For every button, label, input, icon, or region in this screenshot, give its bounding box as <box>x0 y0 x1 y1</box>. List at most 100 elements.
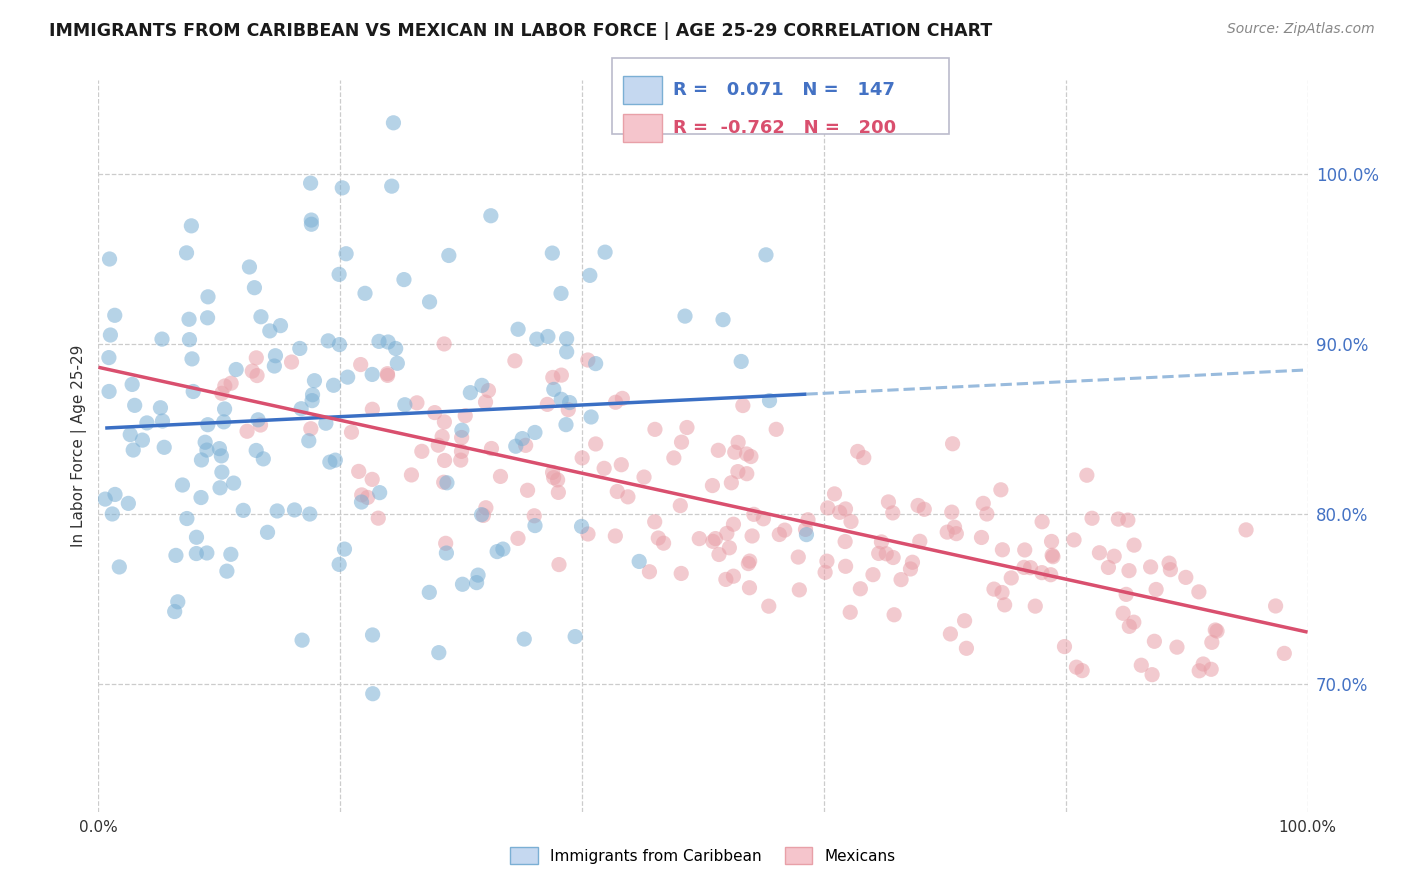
Point <box>943 520 966 534</box>
Point <box>702 534 724 549</box>
Point <box>361 402 384 417</box>
Point <box>647 531 669 545</box>
Point <box>94 492 117 507</box>
Point <box>817 500 839 515</box>
Point <box>430 429 453 443</box>
Point <box>288 342 311 356</box>
Point <box>301 393 323 408</box>
Point <box>976 507 998 521</box>
Point <box>181 351 204 366</box>
Point <box>256 525 278 540</box>
Point <box>186 547 208 561</box>
Point <box>513 632 536 646</box>
Point <box>606 484 628 499</box>
Point <box>738 581 761 595</box>
Point <box>550 392 572 407</box>
Point <box>100 328 122 343</box>
Point <box>269 318 291 333</box>
Point <box>149 401 172 415</box>
Point <box>758 599 780 614</box>
Point <box>97 351 120 365</box>
Point <box>789 582 811 597</box>
Point <box>815 554 838 568</box>
Point <box>1188 664 1211 678</box>
Point <box>361 368 384 382</box>
Point <box>335 246 357 260</box>
Point <box>122 443 145 458</box>
Point <box>219 376 242 391</box>
Point <box>510 432 533 446</box>
Point <box>368 334 391 349</box>
Point <box>98 252 121 266</box>
Point <box>195 546 218 560</box>
Point <box>758 393 780 408</box>
Point <box>515 438 537 452</box>
Point <box>1076 468 1098 483</box>
Point <box>214 379 236 393</box>
Point <box>238 260 260 274</box>
Point <box>707 548 730 562</box>
Point <box>1097 560 1119 574</box>
Point <box>571 450 593 465</box>
Point <box>1039 567 1062 582</box>
Point <box>190 453 212 467</box>
Point <box>354 286 377 301</box>
Point <box>1042 549 1064 564</box>
Point <box>720 475 742 490</box>
Point <box>707 443 730 458</box>
Point <box>673 309 696 323</box>
Point <box>108 560 131 574</box>
Point <box>451 423 474 437</box>
Point <box>731 399 754 413</box>
Point <box>470 508 492 522</box>
Point <box>1088 546 1111 560</box>
Point <box>247 413 270 427</box>
Point <box>245 443 267 458</box>
Point <box>862 567 884 582</box>
Point <box>333 542 356 557</box>
Point <box>181 384 204 399</box>
Point <box>737 557 759 571</box>
Point <box>467 568 489 582</box>
Point <box>222 476 245 491</box>
Point <box>953 614 976 628</box>
Point <box>846 444 869 458</box>
Point <box>433 453 456 467</box>
Point <box>249 417 271 432</box>
Point <box>377 367 399 381</box>
Point <box>323 453 346 467</box>
Point <box>263 359 285 373</box>
Point <box>702 478 724 492</box>
Point <box>612 392 634 406</box>
Point <box>301 388 323 402</box>
Point <box>212 415 235 429</box>
Point <box>291 633 314 648</box>
Text: Source: ZipAtlas.com: Source: ZipAtlas.com <box>1227 22 1375 37</box>
Point <box>450 444 472 458</box>
Point <box>579 268 602 283</box>
Point <box>839 515 862 529</box>
Point <box>240 364 263 378</box>
Point <box>1199 662 1222 676</box>
Point <box>328 558 350 572</box>
Point <box>298 507 321 521</box>
Point <box>605 529 627 543</box>
Point <box>523 508 546 523</box>
Point <box>883 607 905 622</box>
Point <box>153 440 176 454</box>
Point <box>319 455 342 469</box>
Point <box>849 582 872 596</box>
Point <box>1159 563 1181 577</box>
Point <box>481 442 503 456</box>
Point <box>970 531 993 545</box>
Point <box>794 522 817 536</box>
Point <box>1201 635 1223 649</box>
Point <box>197 310 219 325</box>
Point <box>955 641 977 656</box>
Point <box>942 436 965 450</box>
Point <box>361 628 384 642</box>
Point <box>350 495 373 509</box>
Point <box>232 503 254 517</box>
Point <box>1118 564 1140 578</box>
Point <box>605 395 627 409</box>
